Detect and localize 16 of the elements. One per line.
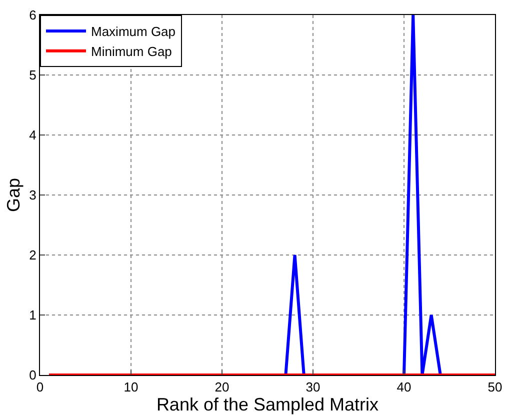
x-tick-label: 20 <box>214 380 230 395</box>
y-tick-label: 2 <box>29 248 36 263</box>
y-tick-label: 0 <box>29 368 36 383</box>
x-tick-label: 30 <box>306 380 320 395</box>
legend-label: Minimum Gap <box>91 44 172 59</box>
y-tick-label: 4 <box>29 128 36 143</box>
y-tick-label: 5 <box>29 68 36 83</box>
y-tick-label: 6 <box>29 8 36 23</box>
y-tick-label: 3 <box>29 188 36 203</box>
y-axis-title: Gap <box>3 178 24 212</box>
x-tick-label: 50 <box>488 380 502 395</box>
x-tick-label: 40 <box>396 380 412 395</box>
legend-label: Maximum Gap <box>91 24 176 40</box>
y-tick-label: 1 <box>29 308 36 323</box>
x-tick-label: 10 <box>124 380 138 395</box>
x-axis-title: Rank of the Sampled Matrix <box>156 394 379 415</box>
